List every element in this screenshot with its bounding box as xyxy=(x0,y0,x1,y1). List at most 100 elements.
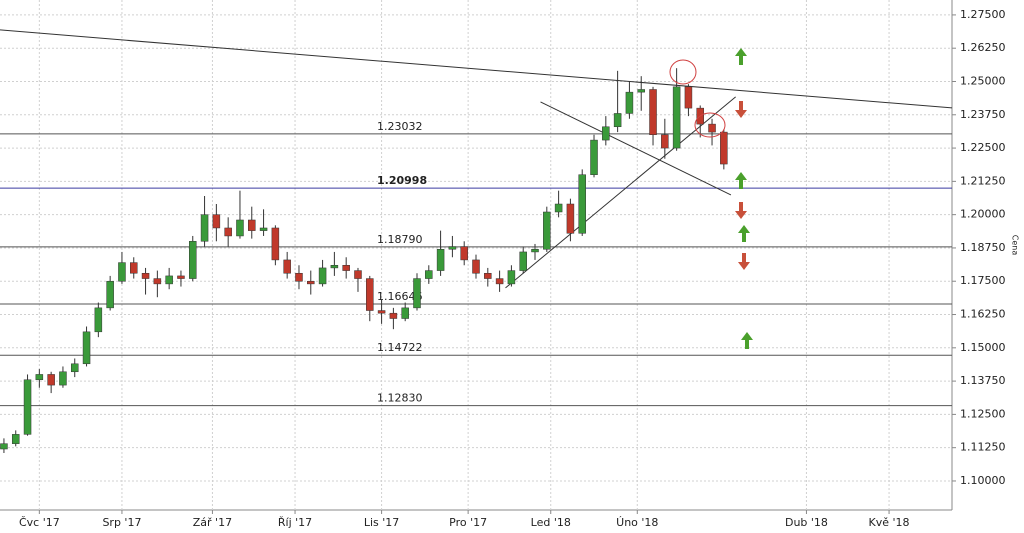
candle-body xyxy=(566,203,575,234)
candle-body xyxy=(106,280,114,309)
candle-body xyxy=(70,363,79,373)
candle-body xyxy=(543,211,551,250)
candle-body xyxy=(118,262,126,282)
candle-body xyxy=(35,374,44,381)
x-tick-label: Dub '18 xyxy=(785,516,828,529)
candle-body xyxy=(519,251,527,271)
candle-body xyxy=(236,219,244,237)
candle-body xyxy=(318,267,327,285)
x-tick-label: Úno '18 xyxy=(616,516,658,529)
candle-body xyxy=(401,307,409,319)
candle-body xyxy=(59,371,67,386)
candle-body xyxy=(212,214,221,229)
x-tick-label: Zář '17 xyxy=(193,516,232,529)
candle-body xyxy=(224,227,232,237)
highlight-circle xyxy=(669,59,697,85)
candle-body xyxy=(554,203,563,213)
y-tick-label: 1.25000 xyxy=(960,74,1006,87)
candle-body xyxy=(425,270,433,279)
candle-body xyxy=(602,126,610,141)
down-arrow xyxy=(735,101,747,118)
trend-line xyxy=(540,101,732,196)
y-tick-label: 1.22500 xyxy=(960,141,1006,154)
down-arrow xyxy=(738,253,750,270)
candle-body xyxy=(94,307,103,333)
trend-line xyxy=(505,96,736,289)
y-tick-label: 1.26250 xyxy=(960,41,1006,54)
candle-body xyxy=(23,379,32,435)
y-tick-label: 1.10000 xyxy=(960,474,1006,487)
level-label: 1.23032 xyxy=(377,120,423,133)
candle-body xyxy=(141,272,150,279)
candle-body xyxy=(307,280,315,285)
candle-body xyxy=(295,272,303,282)
level-label: 1.14722 xyxy=(377,341,423,354)
candle-body xyxy=(283,259,291,274)
candle-body xyxy=(590,139,598,175)
up-arrow xyxy=(735,48,747,65)
candle-body xyxy=(613,113,622,128)
candle-body xyxy=(389,312,398,319)
y-tick-label: 1.17500 xyxy=(960,274,1006,287)
candle-body xyxy=(672,86,681,149)
annotations xyxy=(669,48,753,349)
candle-body xyxy=(82,331,91,365)
candle-body xyxy=(661,134,669,149)
candle-body xyxy=(366,278,374,311)
x-tick-label: Říj '17 xyxy=(278,516,312,529)
candle-body xyxy=(177,275,185,279)
up-arrow xyxy=(735,172,747,189)
y-tick-label: 1.11250 xyxy=(960,441,1006,454)
y-tick-label: 1.18750 xyxy=(960,241,1006,254)
level-label: 1.12830 xyxy=(377,392,423,405)
x-tick-label: Lis '17 xyxy=(364,516,399,529)
y-tick-label: 1.13750 xyxy=(960,374,1006,387)
x-tick-label: Čvc '17 xyxy=(19,516,60,529)
candle-body xyxy=(495,278,504,285)
candle-body xyxy=(130,262,138,274)
candle-body xyxy=(377,310,386,314)
candle-body xyxy=(47,374,55,386)
y-tick-label: 1.16250 xyxy=(960,308,1006,321)
x-tick-label: Kvě '18 xyxy=(869,516,910,529)
level-label: 1.16646 xyxy=(377,290,423,303)
candle-body xyxy=(189,241,197,279)
candle-body xyxy=(472,259,480,274)
y-tick-label: 1.15000 xyxy=(960,341,1006,354)
candle-body xyxy=(460,246,468,261)
up-arrow xyxy=(738,225,750,242)
y-tick-label: 1.21250 xyxy=(960,174,1006,187)
level-label: 1.20998 xyxy=(377,174,427,187)
y-tick-label: 1.27500 xyxy=(960,8,1006,21)
candle-body xyxy=(11,434,20,444)
candle-body xyxy=(248,219,256,231)
candle-body xyxy=(625,91,634,114)
candle-body xyxy=(153,278,162,285)
candle-body xyxy=(259,227,268,231)
candle-body xyxy=(0,443,8,450)
y-axis-label: Cena xyxy=(1011,235,1020,256)
candle-body xyxy=(413,278,421,309)
candle-body xyxy=(354,270,362,279)
x-tick-label: Srp '17 xyxy=(102,516,141,529)
down-arrow xyxy=(735,202,747,219)
y-tick-label: 1.20000 xyxy=(960,208,1006,221)
highlight-circle xyxy=(694,112,726,138)
candle-body xyxy=(507,270,516,285)
level-label: 1.18790 xyxy=(377,233,423,246)
y-tick-label: 1.23750 xyxy=(960,108,1006,121)
candle-body xyxy=(484,272,492,279)
trend-line xyxy=(0,29,953,109)
candle-body xyxy=(165,275,173,285)
candle-body xyxy=(342,265,350,271)
candle-body xyxy=(708,123,716,133)
candle-body xyxy=(531,249,539,253)
candle-body xyxy=(637,89,645,93)
candle-body xyxy=(330,265,339,269)
candle-body xyxy=(448,246,457,250)
plot: 1.23032 1.20998 1.18790 1.16646 1.14722 1.128… xyxy=(0,0,953,510)
candle-body xyxy=(436,249,445,271)
candle-body xyxy=(578,174,586,234)
candle-body xyxy=(271,227,280,261)
